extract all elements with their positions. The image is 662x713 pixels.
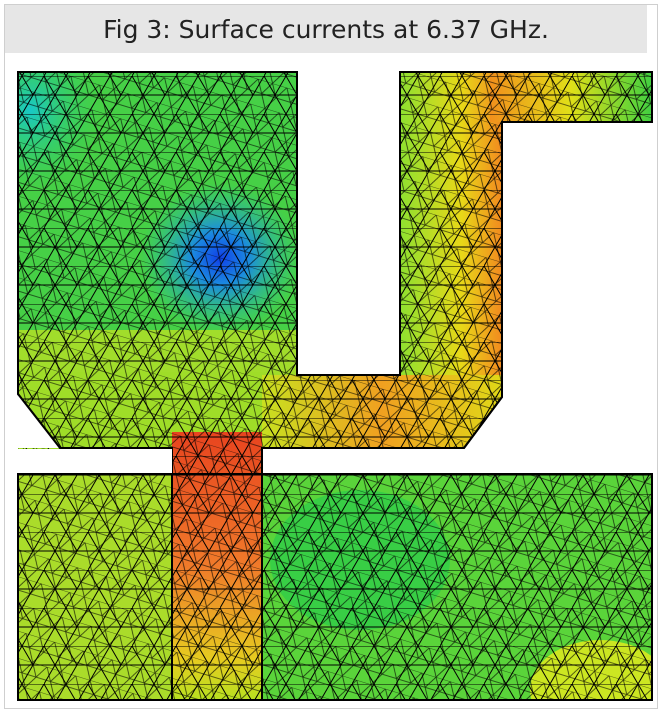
antenna-outline-top <box>17 71 653 449</box>
figure-caption: Fig 3: Surface currents at 6.37 GHz. <box>5 5 647 53</box>
ground-gap-left <box>18 449 172 473</box>
slot-gap <box>298 73 399 374</box>
ground-gap-right <box>263 449 653 473</box>
right-gap <box>503 123 653 473</box>
